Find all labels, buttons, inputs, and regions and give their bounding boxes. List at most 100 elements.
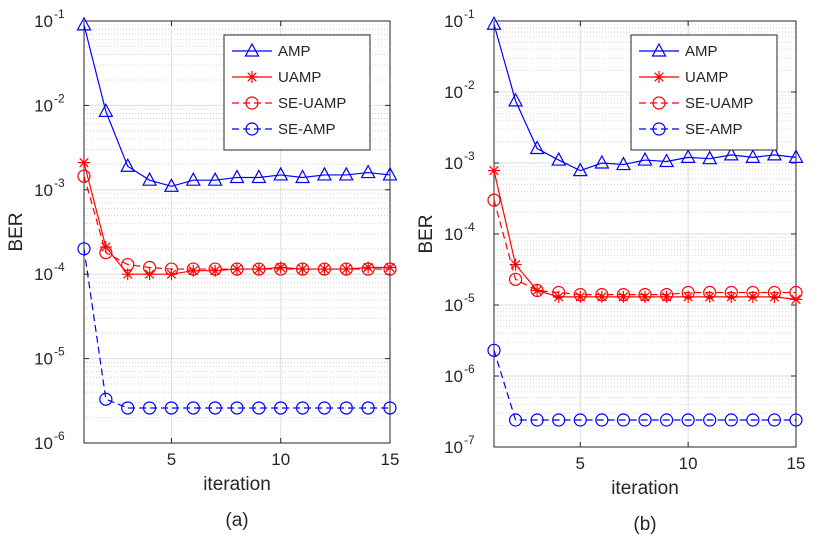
grid bbox=[84, 20, 391, 444]
legend-marker bbox=[652, 96, 666, 110]
data-point bbox=[638, 288, 652, 302]
data-point bbox=[274, 261, 287, 274]
data-point bbox=[790, 293, 802, 306]
data-point bbox=[487, 343, 501, 357]
data-point bbox=[530, 413, 544, 427]
series-se-amp bbox=[487, 343, 803, 427]
legend-marker bbox=[246, 71, 258, 83]
series-se-amp bbox=[77, 242, 397, 415]
data-point bbox=[208, 262, 222, 276]
data-point bbox=[295, 169, 311, 184]
series-se-uamp bbox=[487, 193, 803, 302]
y-tick-label: 10 bbox=[444, 225, 463, 244]
y-tick-label: 10 bbox=[444, 154, 463, 173]
data-point bbox=[595, 290, 608, 303]
data-point bbox=[659, 413, 674, 427]
series-line bbox=[493, 199, 796, 296]
legend: AMP UAMP SE-UAMP SE-AMP bbox=[223, 34, 371, 151]
data-point bbox=[595, 288, 609, 302]
data-point bbox=[724, 413, 738, 427]
legend-marker bbox=[245, 96, 259, 110]
data-point bbox=[274, 401, 288, 415]
data-point bbox=[383, 401, 397, 415]
y-tick-label: 10 bbox=[34, 265, 53, 284]
data-point bbox=[509, 258, 522, 271]
legend-label: AMP bbox=[278, 43, 311, 60]
series-line bbox=[83, 176, 390, 270]
y-tick-exponent: -3 bbox=[464, 149, 475, 163]
data-point bbox=[508, 92, 524, 107]
data-point bbox=[681, 285, 695, 300]
data-point bbox=[186, 401, 200, 415]
data-point bbox=[746, 290, 759, 303]
y-tick-label: 10 bbox=[444, 367, 463, 386]
x-axis-label: iteration bbox=[611, 478, 679, 499]
data-point bbox=[274, 262, 288, 276]
data-point bbox=[637, 151, 653, 166]
legend-box bbox=[630, 34, 778, 151]
data-point bbox=[659, 288, 674, 302]
data-point bbox=[768, 290, 781, 303]
data-point bbox=[660, 290, 673, 303]
series-uamp bbox=[488, 164, 802, 306]
y-tick-label: 10 bbox=[444, 83, 463, 102]
data-point bbox=[766, 146, 782, 161]
data-point bbox=[164, 401, 179, 415]
y-tick-exponent: -7 bbox=[464, 433, 475, 447]
data-point bbox=[552, 285, 566, 300]
legend-marker bbox=[244, 42, 260, 57]
data-point bbox=[788, 149, 804, 163]
data-point bbox=[745, 149, 761, 163]
data-point bbox=[252, 401, 266, 415]
legend-marker bbox=[653, 71, 665, 83]
x-axis-label: iteration bbox=[203, 474, 271, 495]
data-point bbox=[725, 290, 738, 303]
legend-label: UAMP bbox=[685, 69, 728, 86]
data-point bbox=[383, 262, 397, 276]
data-point bbox=[681, 413, 695, 427]
legend-label: SE-AMP bbox=[685, 121, 743, 138]
series-line bbox=[83, 24, 391, 187]
panel-caption: (b) bbox=[633, 514, 656, 535]
data-point bbox=[703, 290, 716, 303]
data-point bbox=[551, 151, 567, 166]
data-point bbox=[723, 146, 739, 161]
series-line bbox=[83, 248, 390, 409]
data-point bbox=[338, 166, 354, 181]
data-point bbox=[316, 166, 332, 181]
y-tick-label: 10 bbox=[444, 296, 463, 315]
y-axis-label: BER bbox=[416, 214, 437, 253]
data-point bbox=[142, 401, 157, 415]
y-tick-exponent: -5 bbox=[464, 291, 475, 305]
y-tick-exponent: -2 bbox=[54, 91, 65, 105]
series-amp bbox=[76, 16, 398, 192]
legend-label: SE-UAMP bbox=[685, 95, 753, 112]
data-point bbox=[680, 149, 696, 163]
data-point bbox=[98, 103, 114, 117]
data-point bbox=[659, 153, 675, 168]
y-axis-label: BER bbox=[6, 212, 27, 251]
data-point bbox=[702, 150, 718, 165]
y-tick-exponent: -4 bbox=[54, 260, 65, 274]
data-point bbox=[187, 264, 200, 277]
legend-box bbox=[223, 34, 371, 151]
data-point bbox=[487, 193, 501, 207]
y-tick-label: 10 bbox=[34, 434, 53, 453]
y-tick-exponent: -6 bbox=[464, 362, 475, 376]
series-line bbox=[493, 350, 796, 421]
data-point bbox=[76, 16, 92, 31]
data-point bbox=[789, 285, 803, 300]
data-point bbox=[99, 246, 113, 260]
x-tick-label: 15 bbox=[787, 454, 806, 473]
y-tick-exponent: -2 bbox=[464, 78, 475, 92]
series-line bbox=[493, 24, 797, 172]
y-tick-exponent: -1 bbox=[54, 7, 65, 21]
y-tick-exponent: -6 bbox=[54, 429, 65, 443]
series-amp bbox=[486, 15, 804, 177]
y-tick-exponent: -3 bbox=[54, 176, 65, 190]
data-point bbox=[120, 158, 136, 172]
y-tick-exponent: -4 bbox=[464, 220, 475, 234]
